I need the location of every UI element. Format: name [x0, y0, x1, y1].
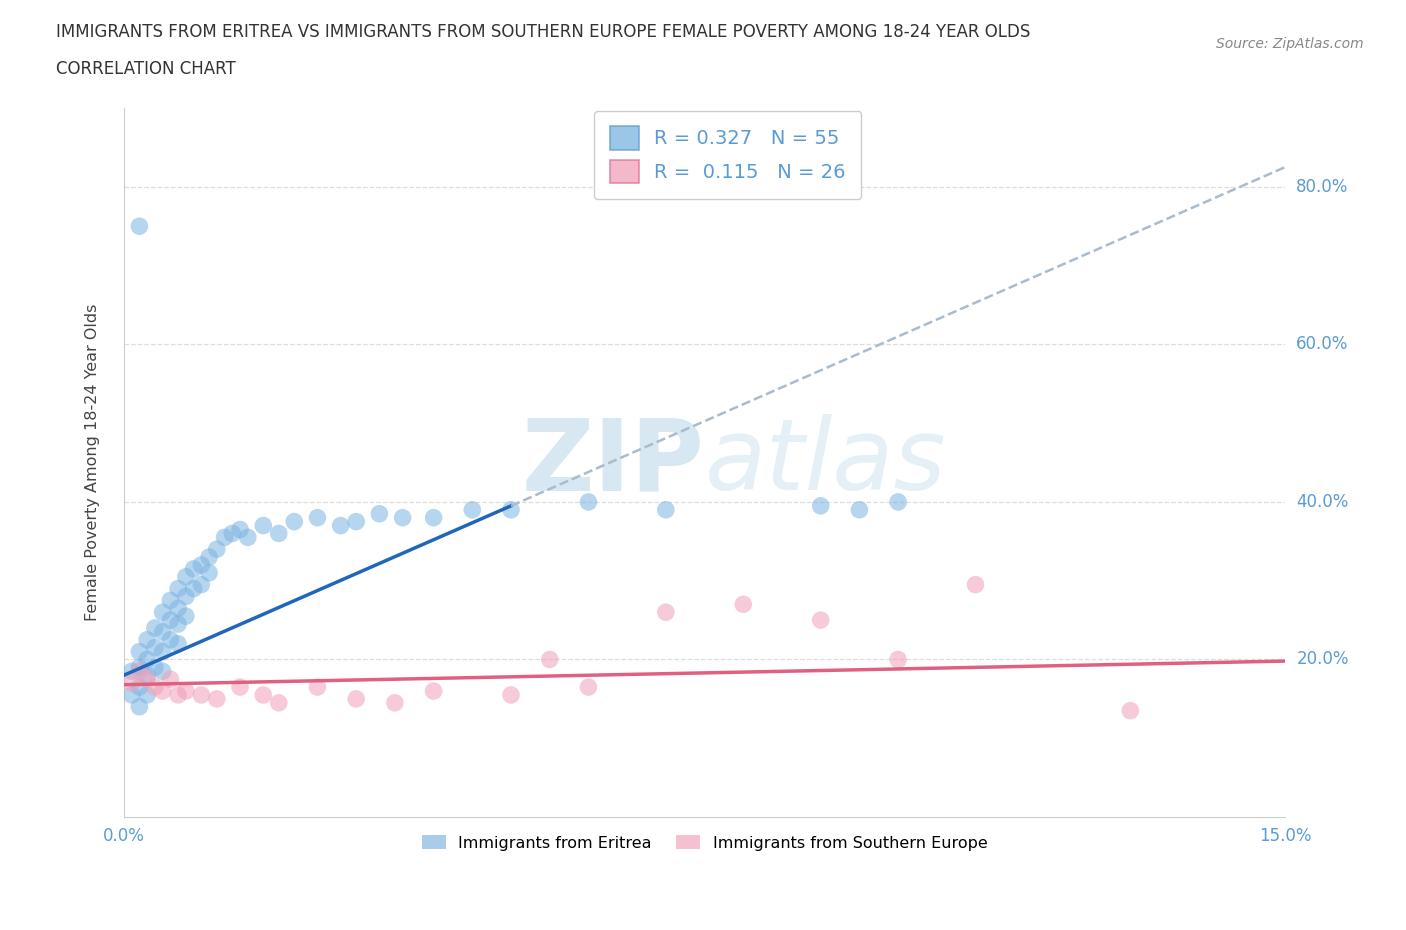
Point [422, 511, 444, 525]
Point [121, 687, 143, 702]
Point [143, 680, 166, 695]
Text: Source: ZipAtlas.com: Source: ZipAtlas.com [1216, 37, 1364, 51]
Point [344, 691, 367, 706]
Point [810, 613, 832, 628]
Point [1119, 703, 1142, 718]
Point [267, 696, 290, 711]
Point [159, 671, 181, 686]
Point [887, 495, 910, 510]
Point [152, 604, 174, 619]
Point [128, 664, 150, 679]
Point [252, 687, 274, 702]
Text: 20.0%: 20.0% [1296, 650, 1348, 669]
Point [198, 565, 221, 580]
Point [174, 609, 197, 624]
Text: 60.0%: 60.0% [1296, 336, 1348, 353]
Point [143, 640, 166, 655]
Point [136, 652, 159, 667]
Point [655, 604, 678, 619]
Point [810, 498, 832, 513]
Point [159, 593, 181, 608]
Point [205, 691, 228, 706]
Text: 80.0%: 80.0% [1296, 178, 1348, 196]
Point [190, 578, 212, 592]
Point [578, 680, 600, 695]
Point [143, 620, 166, 635]
Point [965, 578, 987, 592]
Point [167, 617, 190, 631]
Point [167, 687, 190, 702]
Point [221, 526, 243, 541]
Point [136, 687, 159, 702]
Point [174, 569, 197, 584]
Point [128, 699, 150, 714]
Point [733, 597, 755, 612]
Y-axis label: Female Poverty Among 18-24 Year Olds: Female Poverty Among 18-24 Year Olds [86, 304, 100, 621]
Point [128, 219, 150, 233]
Point [167, 601, 190, 616]
Point [848, 502, 870, 517]
Point [368, 506, 391, 521]
Point [143, 660, 166, 675]
Point [152, 624, 174, 639]
Point [183, 581, 205, 596]
Point [152, 644, 174, 659]
Point [190, 687, 212, 702]
Point [136, 668, 159, 683]
Point [422, 684, 444, 698]
Point [252, 518, 274, 533]
Point [121, 664, 143, 679]
Point [499, 502, 522, 517]
Point [391, 511, 413, 525]
Point [121, 676, 143, 691]
Text: CORRELATION CHART: CORRELATION CHART [56, 60, 236, 78]
Point [461, 502, 484, 517]
Point [128, 680, 150, 695]
Text: ZIP: ZIP [522, 414, 704, 511]
Point [887, 652, 910, 667]
Point [128, 644, 150, 659]
Point [283, 514, 305, 529]
Point [152, 664, 174, 679]
Point [384, 696, 406, 711]
Point [236, 530, 259, 545]
Legend: Immigrants from Eritrea, Immigrants from Southern Europe: Immigrants from Eritrea, Immigrants from… [413, 827, 995, 858]
Point [214, 530, 236, 545]
Text: atlas: atlas [704, 414, 946, 511]
Point [307, 511, 329, 525]
Point [159, 613, 181, 628]
Point [174, 589, 197, 604]
Point [655, 502, 678, 517]
Point [128, 660, 150, 675]
Point [229, 522, 252, 537]
Text: 40.0%: 40.0% [1296, 493, 1348, 511]
Point [267, 526, 290, 541]
Point [344, 514, 367, 529]
Text: IMMIGRANTS FROM ERITREA VS IMMIGRANTS FROM SOUTHERN EUROPE FEMALE POVERTY AMONG : IMMIGRANTS FROM ERITREA VS IMMIGRANTS FR… [56, 23, 1031, 41]
Point [136, 632, 159, 647]
Point [152, 684, 174, 698]
Point [538, 652, 561, 667]
Point [174, 684, 197, 698]
Point [190, 557, 212, 572]
Point [499, 687, 522, 702]
Point [307, 680, 329, 695]
Point [159, 632, 181, 647]
Point [167, 581, 190, 596]
Point [578, 495, 600, 510]
Point [198, 550, 221, 565]
Point [183, 562, 205, 577]
Point [329, 518, 352, 533]
Point [167, 636, 190, 651]
Point [229, 680, 252, 695]
Point [205, 542, 228, 557]
Point [136, 671, 159, 686]
